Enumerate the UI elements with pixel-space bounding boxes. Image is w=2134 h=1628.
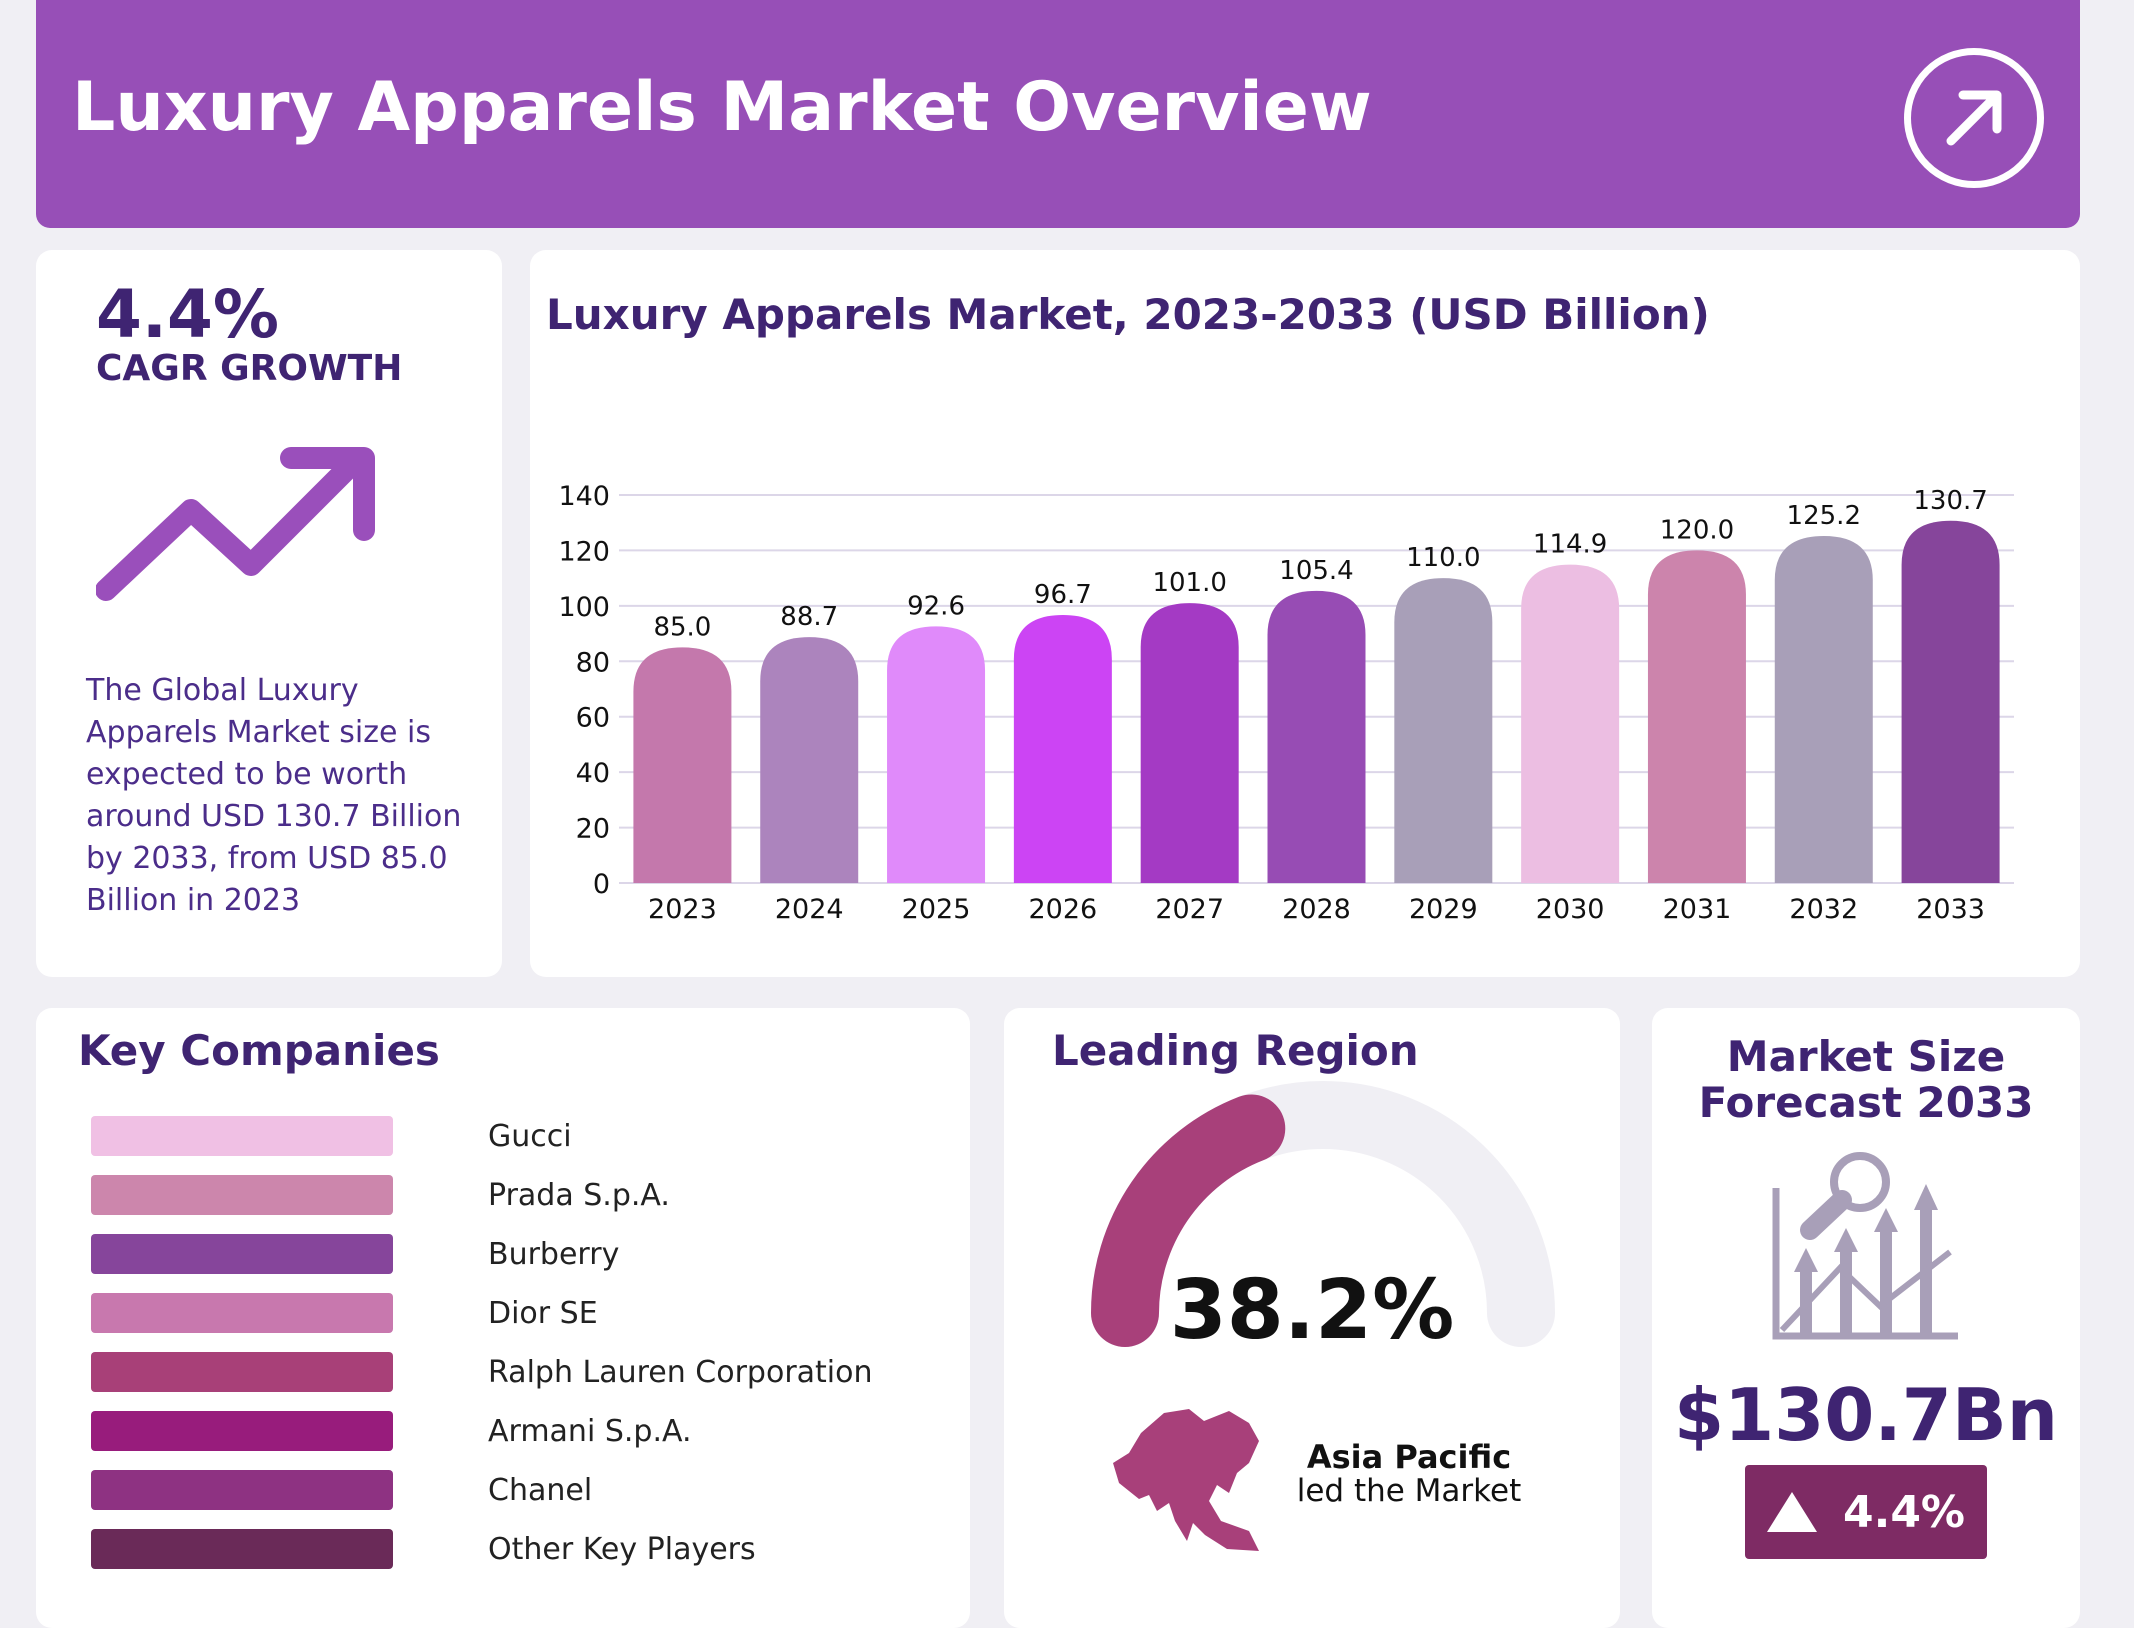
- asia-map-icon: [1113, 1409, 1259, 1551]
- company-color-swatch: [91, 1293, 393, 1333]
- gauge-fill: [1091, 1094, 1286, 1347]
- data-label: 96.7: [1034, 580, 1092, 610]
- data-label: 114.9: [1533, 530, 1607, 560]
- market-size-value: $130.7Bn: [1674, 1373, 2058, 1457]
- company-color-swatch: [91, 1529, 393, 1569]
- header-banner: Luxury Apparels Market Overview: [36, 0, 2080, 228]
- company-name: Dior SE: [488, 1295, 598, 1331]
- company-color-swatch: [91, 1234, 393, 1274]
- company-item: Burberry: [91, 1234, 619, 1274]
- x-tick-label: 2028: [1282, 894, 1351, 925]
- data-label: 88.7: [780, 602, 838, 632]
- bar: [633, 647, 732, 883]
- company-color-swatch: [91, 1116, 393, 1156]
- key-companies-card: Key Companies Gucci Prada S.p.A. Burberry D…: [36, 1008, 970, 1628]
- bar: [1774, 536, 1873, 883]
- company-item: Chanel: [91, 1470, 592, 1510]
- company-item: Prada S.p.A.: [91, 1175, 670, 1215]
- analytics-chart-icon: [1772, 1152, 1958, 1340]
- company-name: Chanel: [488, 1472, 593, 1508]
- company-item: Ralph Lauren Corporation: [91, 1352, 873, 1392]
- y-tick-label: 40: [576, 758, 610, 789]
- x-tick-label: 2032: [1789, 894, 1858, 925]
- market-size-card: Market Size Forecast 2033 $130.7Bn 4.4%: [1652, 1008, 2080, 1628]
- y-tick-label: 120: [558, 536, 610, 567]
- y-tick-label: 0: [593, 869, 610, 900]
- data-label: 92.6: [907, 591, 965, 621]
- title-line-1: Market Size: [1726, 1032, 2006, 1081]
- x-tick-label: 2031: [1663, 894, 1732, 925]
- arrow-up-right-circle-icon[interactable]: [1904, 48, 2044, 188]
- company-name: Gucci: [488, 1118, 572, 1154]
- x-tick-label: 2029: [1409, 894, 1478, 925]
- bar: [1647, 550, 1746, 883]
- x-tick-label: 2023: [648, 894, 717, 925]
- company-item: Dior SE: [91, 1293, 598, 1333]
- cagr-label: CAGR GROWTH: [96, 348, 403, 389]
- data-label: 125.2: [1787, 501, 1861, 531]
- trend-up-arrow-icon: [96, 447, 375, 601]
- x-tick-label: 2030: [1536, 894, 1605, 925]
- data-label: 110.0: [1406, 543, 1480, 573]
- company-color-swatch: [91, 1352, 393, 1392]
- bar: [1140, 603, 1239, 883]
- company-name: Other Key Players: [488, 1531, 756, 1567]
- leading-region-title: Leading Region: [1052, 1026, 1419, 1075]
- bar-chart: 0 20 40 60 80 100 120 140 85.0 2023 88.7 2024 92.6 20…: [558, 481, 2014, 925]
- x-tick-label: 2027: [1155, 894, 1224, 925]
- y-tick-label: 20: [576, 814, 610, 845]
- company-color-swatch: [91, 1411, 393, 1451]
- data-label: 105.4: [1279, 556, 1353, 586]
- chart-card: Luxury Apparels Market, 2023-2033 (USD B…: [530, 250, 2080, 977]
- region-subtitle: led the Market: [1296, 1473, 1522, 1509]
- bar: [1013, 615, 1112, 883]
- triangle-up-icon: [1766, 1492, 1817, 1532]
- key-companies-title: Key Companies: [78, 1026, 440, 1075]
- leading-region-card: Leading Region 38.2% Asia Pacific led th…: [1004, 1008, 1620, 1628]
- y-tick-label: 140: [558, 481, 610, 512]
- company-name: Armani S.p.A.: [488, 1413, 692, 1449]
- market-description: The Global Luxury Apparels Market size i…: [86, 673, 462, 918]
- bar: [1394, 578, 1493, 883]
- y-tick-label: 100: [558, 592, 610, 623]
- data-label: 85.0: [653, 612, 711, 642]
- y-tick-label: 80: [576, 647, 610, 678]
- bar: [760, 637, 859, 883]
- page-title: Luxury Apparels Market Overview: [72, 68, 1372, 147]
- x-tick-label: 2026: [1029, 894, 1098, 925]
- title-line-2: Forecast 2033: [1698, 1078, 2034, 1127]
- region-share-gauge: [1091, 1081, 1555, 1347]
- market-size-title: Market Size Forecast 2033: [1652, 1034, 2080, 1126]
- company-item: Gucci: [91, 1116, 572, 1156]
- y-tick-label: 60: [576, 703, 610, 734]
- chart-title: Luxury Apparels Market, 2023-2033 (USD B…: [546, 290, 1710, 339]
- data-label: 120.0: [1660, 515, 1734, 545]
- bar: [1901, 520, 2000, 883]
- company-name: Burberry: [488, 1236, 620, 1272]
- x-tick-label: 2024: [775, 894, 844, 925]
- company-item: Armani S.p.A.: [91, 1411, 692, 1451]
- data-label: 130.7: [1913, 486, 1987, 516]
- x-tick-label: 2033: [1916, 894, 1985, 925]
- company-color-swatch: [91, 1470, 393, 1510]
- region-name: Asia Pacific: [1306, 1438, 1512, 1476]
- company-name: Prada S.p.A.: [488, 1177, 670, 1213]
- data-label: 101.0: [1152, 568, 1226, 598]
- bar: [1267, 590, 1366, 883]
- region-share-value: 38.2%: [1169, 1263, 1455, 1358]
- bar: [887, 626, 986, 883]
- growth-badge: 4.4%: [1745, 1465, 1987, 1559]
- company-name: Ralph Lauren Corporation: [488, 1354, 873, 1390]
- cagr-card: 4.4% CAGR GROWTH The Global Luxury Appar…: [36, 250, 502, 977]
- x-tick-label: 2025: [902, 894, 971, 925]
- cagr-value: 4.4%: [96, 276, 280, 353]
- company-color-swatch: [91, 1175, 393, 1215]
- bar: [1521, 564, 1620, 883]
- growth-value: 4.4%: [1842, 1486, 1966, 1538]
- company-item: Other Key Players: [91, 1529, 756, 1569]
